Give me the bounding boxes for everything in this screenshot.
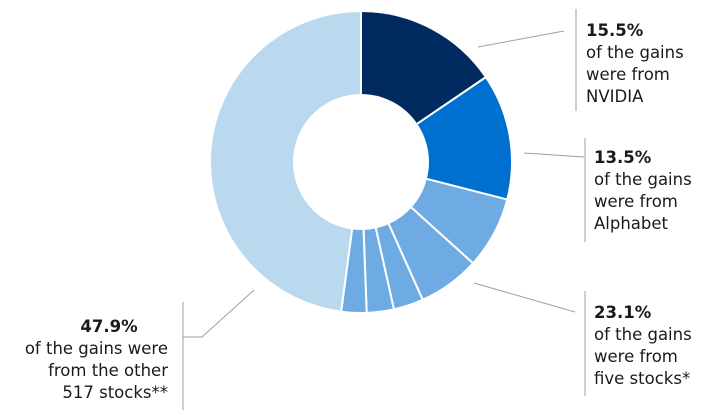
annotation-text: five stocks* [594,369,691,388]
annotation-value: 13.5% [594,148,652,167]
annotation-text: 517 stocks** [62,383,168,402]
leader-line-alphabet [523,152,585,158]
annotation-value: 23.1% [594,303,652,322]
leader-line-nvidia [477,30,565,48]
annotation-value: 47.9% [80,317,138,336]
annotation-text: from the other [48,361,168,380]
annotation-other: 47.9% of the gains were from the other 5… [10,316,168,404]
annotation-text: of the gains [594,170,692,189]
annotation-value: 15.5% [586,21,644,40]
leader-line-five-stocks [473,282,576,313]
slice-other-7 [209,9,362,313]
annotation-text: NVIDIA [586,87,644,106]
annotation-text: of the gains were [24,339,168,358]
annotation-alphabet: 13.5% of the gains were from Alphabet [594,147,692,235]
annotation-text: were from [586,65,670,84]
annotation-text: of the gains [594,325,692,344]
annotation-text: Alphabet [594,214,669,233]
leader-line-other [183,289,255,338]
annotation-text: were from [594,192,678,211]
annotation-five-stocks: 23.1% of the gains were from five stocks… [594,302,692,390]
annotation-text: were from [594,347,678,366]
slice-nvidia-0 [360,9,488,126]
annotation-text: of the gains [586,43,684,62]
annotation-nvidia: 15.5% of the gains were from NVIDIA [586,20,684,108]
